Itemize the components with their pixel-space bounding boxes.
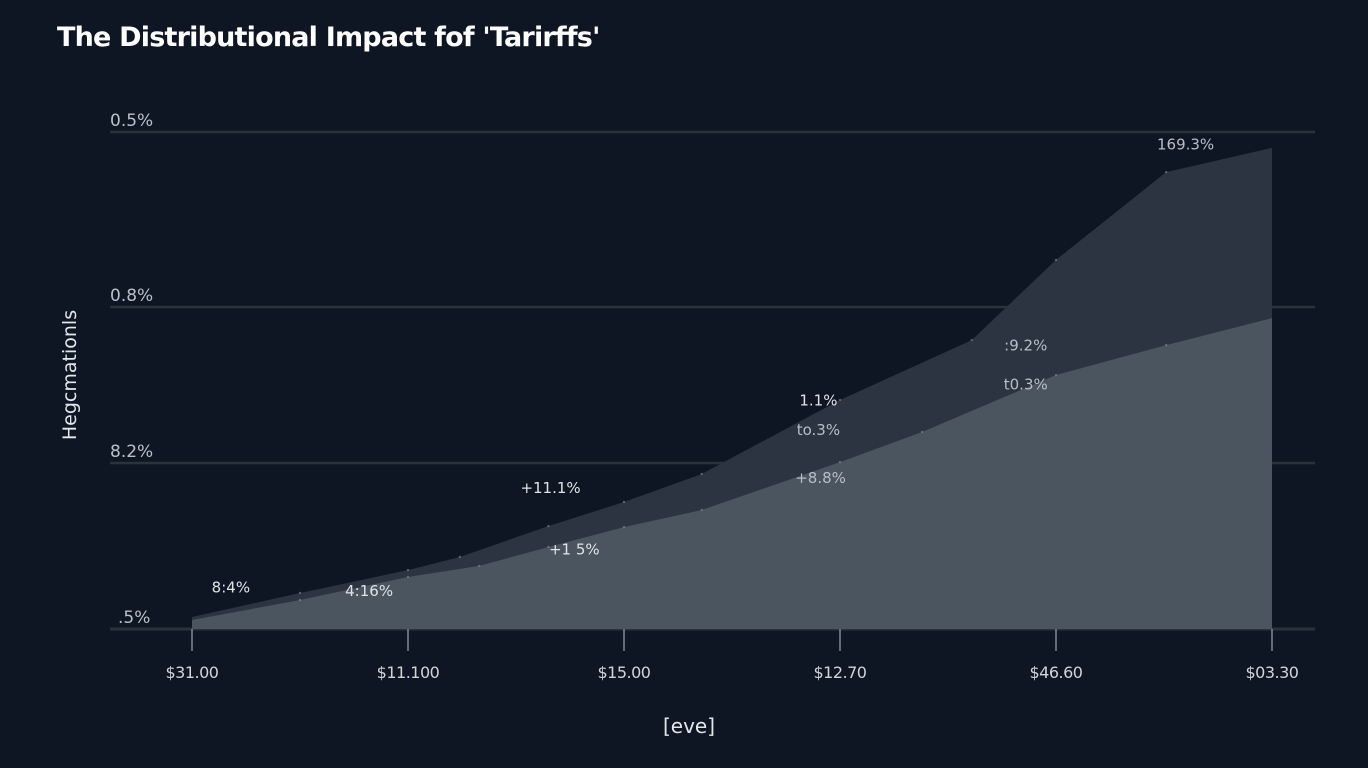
- data-labels: 8:4% 4:16% +11.1% +1 5% 1.1% to.3% +8.8% :9.2% t…: [212, 136, 1215, 600]
- data-point-upper: [1054, 258, 1058, 262]
- data-point-upper: [700, 472, 703, 476]
- data-point-lower: [1164, 343, 1168, 347]
- data-label: +11.1%: [520, 479, 580, 497]
- data-label: :9.2%: [1004, 337, 1047, 355]
- chart-title: The Distributional Impact fof 'Tarirffs': [57, 22, 600, 53]
- data-label: +1 5%: [549, 540, 600, 558]
- data-point-lower: [298, 598, 302, 602]
- data-point-lower: [622, 525, 626, 529]
- x-tick-label: $11.100: [377, 663, 440, 682]
- data-label: t0.3%: [1004, 376, 1048, 394]
- x-tick-label: $31.00: [166, 663, 219, 682]
- y-axis-title: Hegcmationls: [59, 310, 81, 440]
- data-point-lower: [700, 508, 703, 512]
- area-lower: [192, 318, 1272, 629]
- data-point-upper: [970, 338, 973, 342]
- data-label: to.3%: [797, 421, 840, 439]
- data-point-lower: [838, 460, 842, 464]
- data-point-lower: [547, 545, 550, 549]
- data-point-lower: [406, 575, 410, 579]
- x-axis: $31.00 $11.100 $15.00 $12.70 $46.60 $03.30: [166, 629, 1299, 682]
- data-label: 169.3%: [1157, 136, 1214, 154]
- y-tick-label: 0.8%: [110, 286, 153, 306]
- x-axis-title: [eve]: [663, 714, 715, 738]
- x-tick-label: $46.60: [1030, 663, 1083, 682]
- data-point-lower: [478, 564, 481, 568]
- y-axis-ticks: .5% 8.2% 0.8% 0.5%: [110, 111, 153, 628]
- y-tick-label: 0.5%: [110, 111, 153, 131]
- data-point-upper: [838, 398, 842, 402]
- x-tick-label: $12.70: [814, 663, 867, 682]
- data-point-upper: [458, 555, 462, 559]
- data-point-upper: [298, 591, 302, 595]
- data-point-upper: [406, 568, 410, 572]
- data-label: 4:16%: [345, 582, 393, 600]
- data-label: +8.8%: [795, 469, 846, 487]
- data-point-lower: [920, 430, 924, 434]
- y-tick-label: .5%: [118, 608, 150, 628]
- data-point-upper: [622, 500, 626, 504]
- y-tick-label: 8.2%: [110, 442, 153, 462]
- data-label: 8:4%: [212, 578, 250, 596]
- x-tick-label: $03.30: [1246, 663, 1299, 682]
- area-series: [192, 147, 1272, 630]
- data-point-upper: [547, 524, 550, 528]
- x-tick-label: $15.00: [598, 663, 651, 682]
- data-point-upper: [1164, 170, 1168, 174]
- data-label: 1.1%: [799, 391, 837, 409]
- data-point-lower: [1054, 373, 1058, 377]
